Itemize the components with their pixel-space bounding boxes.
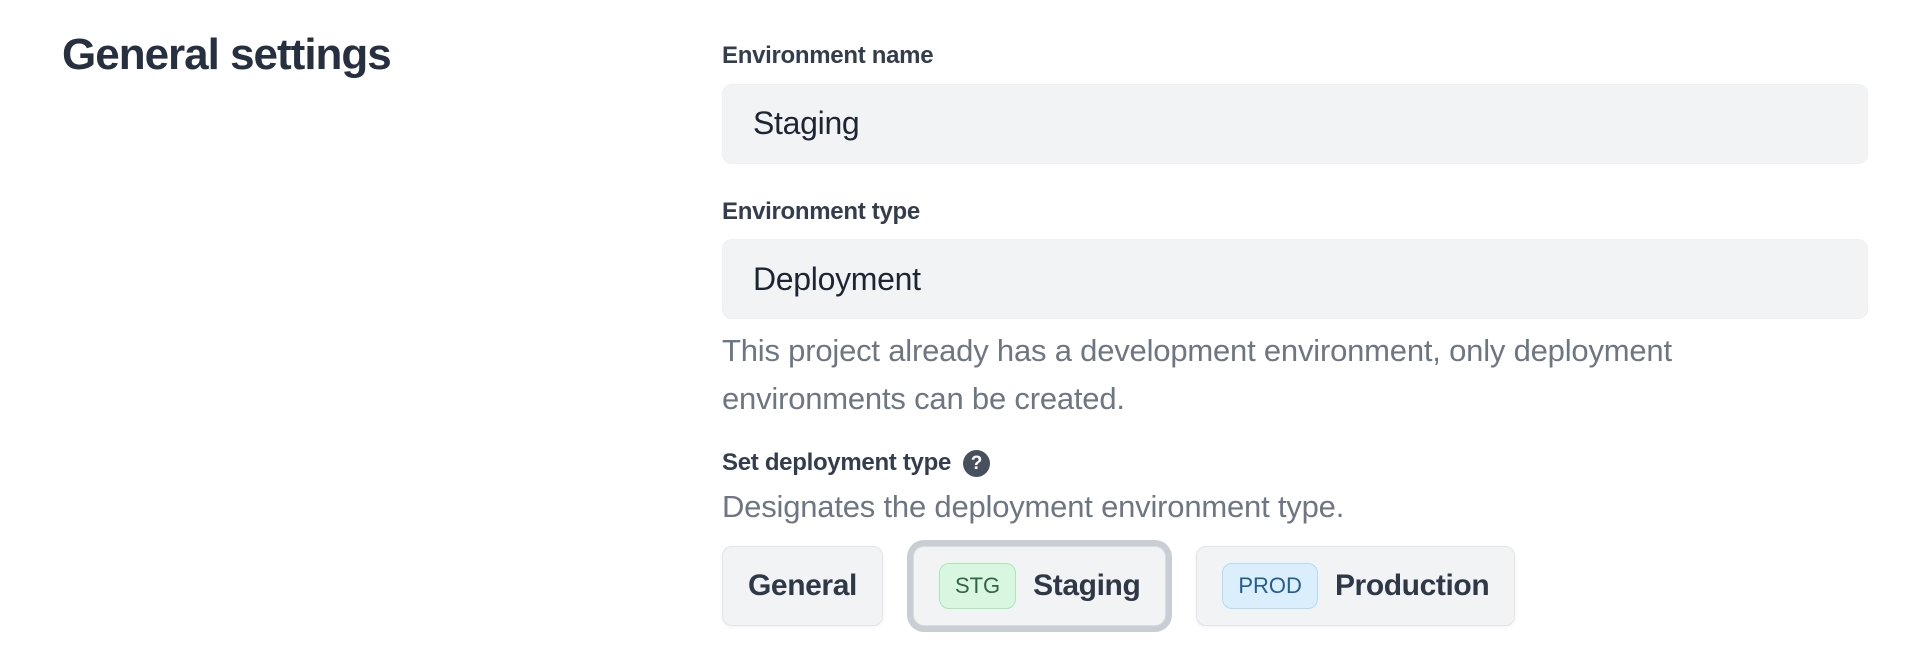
environment-name-label: Environment name (722, 42, 934, 69)
stg-badge: STG (938, 563, 1017, 610)
prod-badge: PROD (1222, 563, 1318, 610)
question-mark-help-icon[interactable]: ? (963, 449, 991, 477)
deployment-type-option-staging[interactable]: STG Staging (912, 546, 1167, 627)
deployment-type-option-production[interactable]: PROD Production (1196, 546, 1516, 627)
environment-name-input[interactable]: Staging (722, 83, 1868, 164)
settings-form: Environment name Staging Environment typ… (722, 0, 1868, 627)
deployment-type-option-general-label: General (748, 569, 857, 603)
deployment-type-label-row: Set deployment type ? (722, 449, 1868, 477)
environment-type-input[interactable]: Deployment (722, 239, 1868, 320)
environment-type-helper-text: This project already has a development e… (722, 333, 1672, 417)
environment-type-group: Environment type Deployment This project… (722, 198, 1868, 424)
deployment-type-label: Set deployment type (722, 449, 952, 477)
environment-name-group: Environment name Staging (722, 42, 1868, 164)
page-title: General settings (62, 30, 392, 79)
deployment-type-description: Designates the deployment environment ty… (722, 488, 1345, 524)
deployment-type-option-staging-label: Staging (1033, 569, 1141, 603)
environment-type-label: Environment type (722, 197, 920, 225)
deployment-type-option-general[interactable]: General (722, 546, 883, 627)
deployment-type-options: General STG Staging PROD Production (722, 546, 1868, 627)
deployment-type-option-production-label: Production (1334, 569, 1490, 603)
